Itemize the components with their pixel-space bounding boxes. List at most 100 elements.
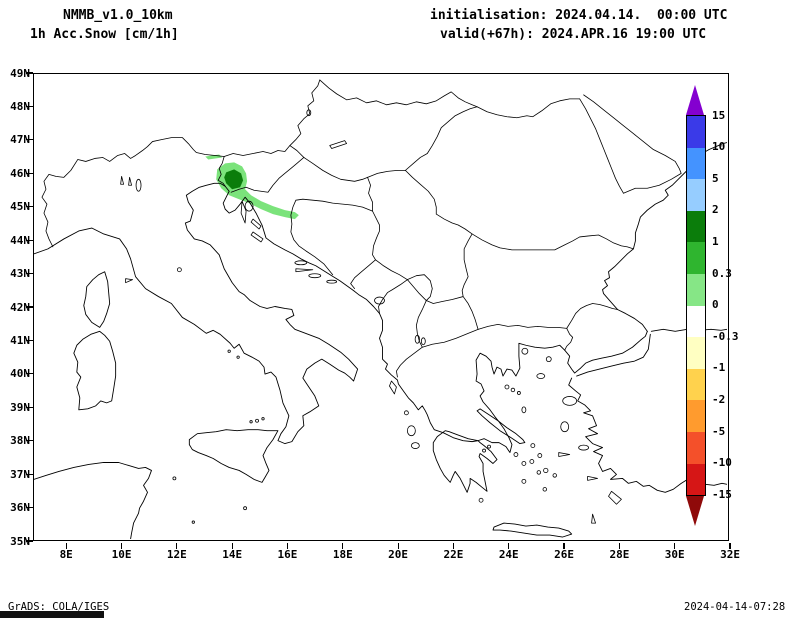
lon-tick	[397, 542, 399, 549]
colorbar-label: -15	[712, 487, 732, 501]
lat-label: 35N	[10, 534, 30, 548]
colorbar	[686, 115, 706, 497]
lat-tick	[26, 139, 33, 141]
snow-patch-dark	[224, 169, 244, 190]
colorbar-label: 5	[712, 171, 719, 185]
islands	[125, 200, 622, 524]
lon-label: 10E	[111, 548, 132, 561]
lon-tick	[618, 542, 620, 549]
colorbar-label: 15	[712, 108, 726, 122]
lat-tick	[26, 473, 33, 475]
lon-label: 14E	[222, 548, 243, 561]
lon-label: 20E	[388, 548, 409, 561]
lon-tick	[729, 542, 731, 549]
lat-tick	[26, 206, 33, 208]
colorbar-label: -2	[712, 392, 726, 406]
colorbar-segment	[687, 337, 705, 369]
lon-tick	[508, 542, 510, 549]
map-frame	[33, 73, 729, 541]
lat-label: 42N	[10, 300, 30, 314]
colorbar-label: -10	[712, 456, 732, 470]
lat-tick	[26, 540, 33, 542]
colorbar-segment	[687, 273, 705, 306]
colorbar-arrow-top	[686, 85, 704, 115]
lat-tick	[26, 72, 33, 74]
country-borders	[41, 79, 682, 378]
bottom-left-bar	[0, 611, 104, 618]
lat-tick	[26, 306, 33, 308]
colorbar-label: 2	[712, 203, 719, 217]
lon-tick	[120, 542, 123, 549]
lat-tick	[26, 272, 33, 275]
lon-label: 12E	[166, 548, 187, 561]
colorbar-label: 0	[712, 298, 719, 312]
colorbar-label: 0.3	[712, 266, 732, 280]
colorbar-segment	[687, 368, 705, 401]
colorbar-segment	[687, 147, 705, 180]
colorbar-segment	[687, 305, 705, 338]
lat-label: 40N	[10, 367, 30, 381]
coastline-sicily	[188, 429, 279, 483]
colorbar-segment	[687, 242, 705, 274]
coastline-north-africa	[34, 462, 152, 539]
coastline-corsica	[83, 271, 111, 328]
colorbar-segment	[687, 463, 705, 496]
colorbar-label: -1	[712, 361, 726, 375]
lat-label: 48N	[10, 99, 30, 113]
lon-label: 22E	[443, 548, 464, 561]
lon-label: 16E	[277, 548, 298, 561]
lon-label: 8E	[59, 548, 73, 561]
lat-tick	[26, 440, 33, 442]
grads-credit: GrADS: COLA/IGES	[8, 601, 110, 613]
valid-time: valid(+67h): 2024.APR.16 19:00 UTC	[440, 27, 707, 42]
lon-label: 26E	[554, 548, 575, 561]
lat-label: 43N	[10, 267, 30, 281]
coastline-sardinia	[73, 330, 117, 411]
init-time: initialisation: 2024.04.14. 00:00 UTC	[430, 8, 728, 23]
lakes	[120, 109, 426, 346]
coastline-peloponnese	[432, 430, 498, 493]
colorbar-label: -0.3	[712, 329, 739, 343]
colorbar-segment	[687, 400, 705, 432]
lat-tick	[26, 172, 33, 174]
coastline-marmara-south	[576, 333, 651, 377]
coastline-black-sea-west	[602, 142, 727, 332]
lat-tick	[26, 105, 33, 108]
lon-tick	[231, 542, 233, 549]
lat-label: 44N	[10, 233, 30, 247]
lon-label: 28E	[609, 548, 630, 561]
plot-timestamp: 2024-04-14-07:28	[684, 601, 786, 613]
lon-tick	[286, 542, 289, 549]
lat-label: 38N	[10, 434, 30, 448]
lon-label: 18E	[332, 548, 353, 561]
colorbar-label: 10	[712, 140, 726, 154]
lat-label: 46N	[10, 166, 30, 180]
lat-tick	[26, 406, 33, 408]
coastline-adriatic-balkans-greece	[222, 185, 566, 454]
lat-label: 47N	[10, 133, 30, 147]
lat-label: 36N	[10, 501, 30, 515]
field-title: 1h Acc.Snow [cm/1h]	[30, 27, 179, 42]
lat-label: 49N	[10, 66, 30, 80]
model-title: NMMB_v1.0_10km	[63, 8, 173, 23]
lon-tick	[452, 542, 455, 549]
lat-label: 39N	[10, 400, 30, 414]
colorbar-segment	[687, 179, 705, 211]
colorbar-segment	[687, 431, 705, 464]
lat-label: 45N	[10, 200, 30, 214]
lat-label: 37N	[10, 467, 30, 481]
lat-tick	[26, 339, 33, 342]
lat-tick	[26, 506, 33, 509]
lon-label: 32E	[720, 548, 740, 561]
coastline-crete	[492, 522, 573, 538]
lon-tick	[342, 542, 344, 549]
colorbar-arrow-bottom	[686, 496, 704, 527]
lon-label: 30E	[664, 548, 685, 561]
coastline-italy	[34, 182, 359, 445]
lon-tick	[65, 542, 67, 549]
colorbar-label: -5	[712, 424, 726, 438]
lat-tick	[26, 239, 33, 241]
lon-tick	[563, 542, 565, 549]
map-canvas	[34, 79, 727, 539]
